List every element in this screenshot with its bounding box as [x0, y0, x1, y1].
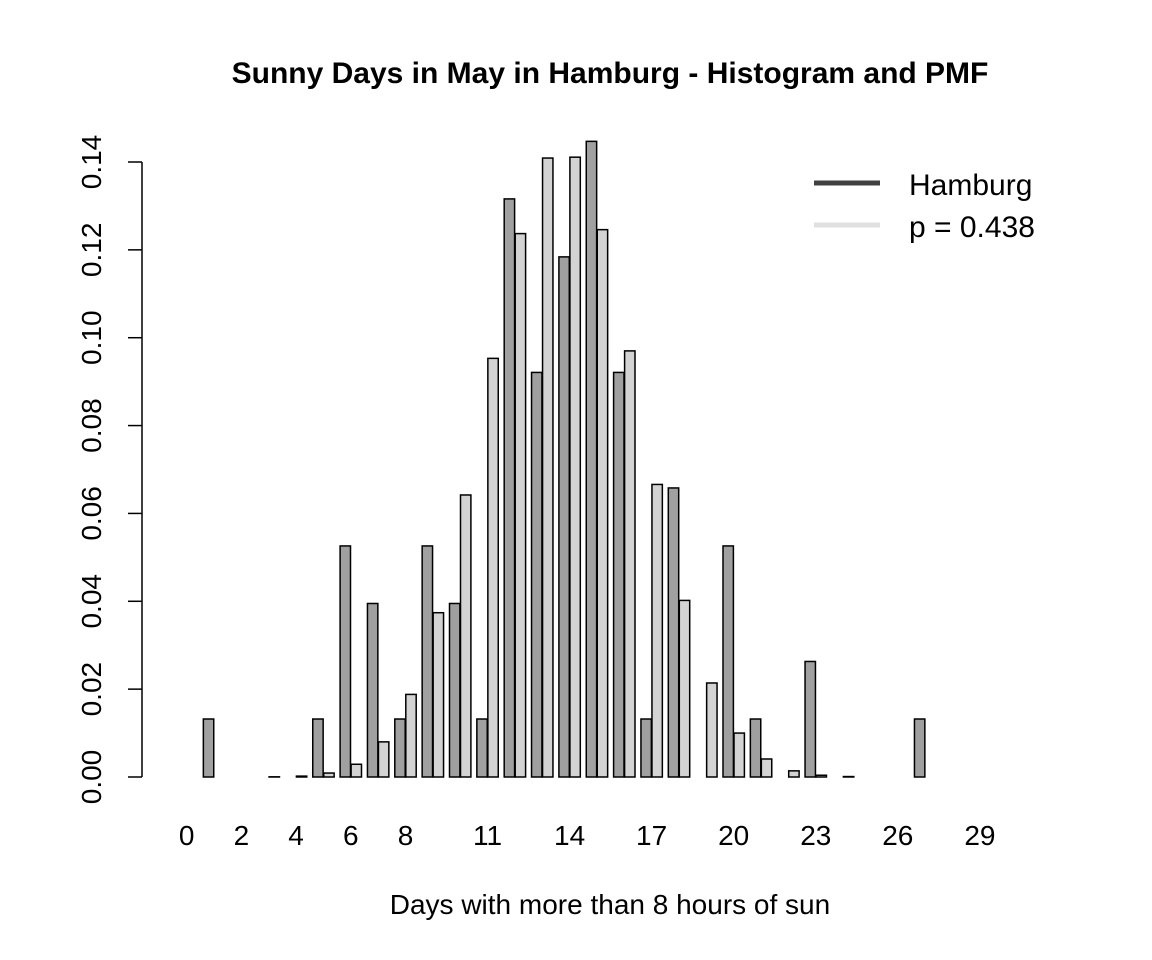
legend-label-pmf: p = 0.438: [909, 211, 1035, 244]
y-tick-label: 0.04: [76, 574, 107, 629]
y-tick-label: 0.06: [76, 486, 107, 541]
histogram-bar: [913, 718, 926, 778]
pmf-bar: [787, 770, 800, 778]
x-axis-label: Days with more than 8 hours of sun: [390, 889, 830, 920]
y-tick-label: 0.02: [76, 662, 107, 717]
x-tick-label: 4: [288, 820, 304, 851]
y-tick-label: 0.08: [76, 398, 107, 453]
histogram-bar: [366, 602, 379, 778]
pmf-bar: [569, 156, 582, 778]
y-tick-label: 0.10: [76, 310, 107, 365]
chart-title: Sunny Days in May in Hamburg - Histogram…: [232, 57, 989, 90]
x-tick-label: 8: [398, 820, 414, 851]
pmf-bar: [377, 741, 390, 778]
legend: Hamburg p = 0.438: [814, 169, 1035, 244]
x-tick-label: 17: [636, 820, 667, 851]
pmf-bar: [733, 732, 746, 778]
x-axis-tick-labels: 0 2 4 6 8 11 14 17 20 23 26 29: [179, 820, 996, 851]
histogram-bar: [530, 371, 543, 778]
histogram-bar: [476, 718, 489, 778]
x-tick-label: 2: [234, 820, 250, 851]
x-tick-label: 20: [718, 820, 749, 851]
legend-label-hamburg: Hamburg: [909, 169, 1032, 202]
pmf-bar: [487, 357, 500, 778]
histogram-bar: [394, 718, 406, 778]
y-tick-label: 0.12: [76, 223, 107, 278]
pmf-bar: [323, 772, 335, 778]
histogram-bar: [722, 545, 735, 778]
x-tick-label: 29: [964, 820, 995, 851]
histogram-bar: [312, 718, 324, 778]
histogram-bar: [448, 602, 461, 778]
y-axis: 0.00 0.02 0.04 0.06 0.08 0.10 0.12 0.14: [76, 135, 143, 805]
pmf-bar: [705, 682, 718, 778]
histogram-bar: [202, 718, 215, 778]
histogram-bar: [421, 545, 434, 778]
pmf-bar: [350, 763, 363, 778]
x-tick-label: 11: [473, 820, 502, 851]
histogram-bar: [804, 660, 817, 778]
pmf-bar: [514, 232, 527, 778]
pmf-bar: [432, 611, 445, 778]
histogram-bar: [749, 718, 762, 778]
x-tick-label: 0: [179, 820, 195, 851]
histogram-bar: [503, 198, 516, 778]
y-tick-label: 0.00: [76, 750, 107, 805]
x-tick-label: 6: [343, 820, 359, 851]
pmf-bar: [678, 599, 691, 778]
x-tick-label: 14: [554, 820, 585, 851]
histogram-bar: [612, 371, 625, 778]
bars: [202, 140, 926, 778]
pmf-bar: [815, 774, 828, 778]
histogram-bar: [339, 545, 352, 778]
pmf-bar: [541, 157, 554, 778]
pmf-bar: [651, 483, 664, 778]
histogram-bar: [640, 718, 653, 778]
y-tick-label: 0.14: [76, 135, 107, 190]
pmf-bar: [295, 775, 308, 778]
histogram-bar: [585, 140, 598, 778]
x-tick-label: 23: [800, 820, 831, 851]
pmf-bar: [596, 228, 609, 778]
pmf-bar: [760, 758, 773, 778]
pmf-bar: [623, 350, 636, 778]
histogram-bar: [558, 256, 571, 778]
x-tick-label: 26: [882, 820, 913, 851]
pmf-bar: [459, 494, 472, 778]
pmf-bar: [405, 693, 417, 778]
histogram-bar: [667, 487, 680, 778]
